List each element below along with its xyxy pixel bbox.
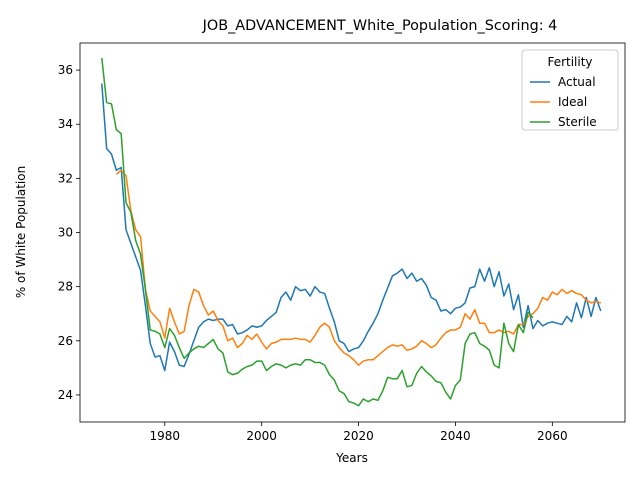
series-line-ideal xyxy=(115,169,601,366)
series-line-actual xyxy=(101,83,602,372)
y-tick-label: 24 xyxy=(58,388,73,402)
legend-label-actual: Actual xyxy=(558,75,596,89)
x-tick-label: 2060 xyxy=(537,429,568,443)
y-tick-label: 32 xyxy=(58,171,73,185)
y-tick-label: 34 xyxy=(58,117,73,131)
y-axis-label: % of White Population xyxy=(14,166,28,298)
series-layer xyxy=(101,57,602,407)
series-line-sterile xyxy=(101,57,534,407)
legend-label-ideal: Ideal xyxy=(558,95,587,109)
y-tick-label: 30 xyxy=(58,226,73,240)
chart-title: JOB_ADVANCEMENT_White_Population_Scoring… xyxy=(202,18,558,34)
legend-title: Fertility xyxy=(547,55,592,69)
x-tick-label: 2000 xyxy=(246,429,277,443)
x-axis-label: Years xyxy=(335,451,368,465)
x-tick-label: 1980 xyxy=(150,429,181,443)
x-axis: 1980 2000 2020 2040 2060 xyxy=(150,422,568,443)
legend: Fertility Actual Ideal Sterile xyxy=(521,49,619,131)
y-tick-label: 36 xyxy=(58,63,73,77)
y-axis: 24 26 28 30 32 34 36 xyxy=(58,63,80,402)
legend-entries: Actual Ideal Sterile xyxy=(530,75,597,129)
legend-box xyxy=(521,49,619,131)
y-tick-label: 26 xyxy=(58,334,73,348)
x-tick-label: 2020 xyxy=(343,429,374,443)
y-tick-label: 28 xyxy=(58,280,73,294)
legend-label-sterile: Sterile xyxy=(558,115,597,129)
x-tick-label: 2040 xyxy=(440,429,471,443)
